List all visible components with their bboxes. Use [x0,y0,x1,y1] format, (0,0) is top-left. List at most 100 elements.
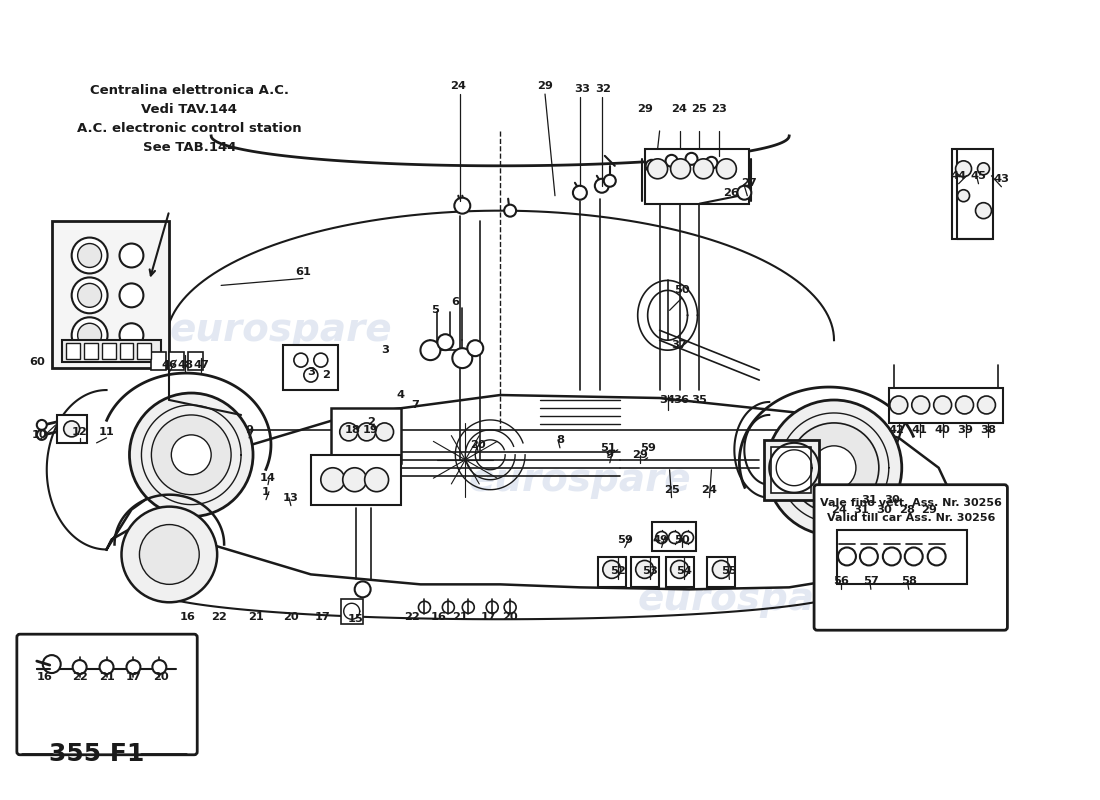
Text: 35: 35 [692,395,707,405]
Text: eurospare: eurospare [469,461,691,498]
Bar [837,530,967,584]
Bar [120,343,133,359]
Text: Centralina elettronica A.C.
Vedi TAV.144
A.C. electronic control station
See TAB: Centralina elettronica A.C. Vedi TAV.144… [77,84,301,154]
Text: 47: 47 [194,360,209,370]
Circle shape [595,178,608,193]
Circle shape [72,318,108,353]
Circle shape [73,660,87,674]
Circle shape [120,243,143,267]
Bar [152,352,166,370]
Circle shape [648,159,668,178]
Bar [66,343,79,359]
Text: 61: 61 [295,267,311,278]
Circle shape [894,565,913,582]
Text: 46: 46 [162,360,177,370]
Circle shape [100,660,113,674]
Text: 48: 48 [177,360,194,370]
Text: 2: 2 [322,370,330,380]
Text: 33: 33 [574,84,590,94]
Text: 39: 39 [958,425,974,435]
Text: 30: 30 [876,505,892,514]
Circle shape [64,421,79,437]
Text: 57: 57 [864,576,879,586]
Text: 22: 22 [72,672,88,682]
Circle shape [646,160,658,172]
Circle shape [603,561,620,578]
Text: 19: 19 [363,425,378,435]
Text: 49: 49 [652,534,669,545]
Circle shape [724,165,736,177]
Circle shape [294,353,308,367]
Text: 60: 60 [29,357,45,367]
Circle shape [666,155,678,167]
Circle shape [905,547,923,566]
Text: 56: 56 [833,576,849,586]
Circle shape [486,602,498,614]
Circle shape [504,602,516,614]
Text: eurospare: eurospare [169,311,393,350]
Text: 16: 16 [36,672,53,682]
Text: 40: 40 [935,425,950,435]
Text: 17: 17 [125,672,141,682]
Text: 31: 31 [861,494,877,505]
Circle shape [573,186,587,200]
Text: 24: 24 [832,505,847,514]
Text: 27: 27 [741,178,757,188]
Text: 12: 12 [72,427,88,437]
Circle shape [812,446,856,490]
Circle shape [130,393,253,517]
Circle shape [36,430,47,440]
Circle shape [364,468,388,492]
Bar [597,558,626,587]
Text: 20: 20 [283,612,299,622]
Text: 52: 52 [609,566,626,577]
Text: 29: 29 [921,505,936,514]
Circle shape [462,602,474,614]
Bar [707,558,736,587]
Text: 10: 10 [32,430,47,440]
Circle shape [685,153,697,165]
Text: 50: 50 [673,534,690,545]
Circle shape [716,159,736,178]
Bar [311,455,400,505]
Text: 6: 6 [451,298,460,307]
Text: 59: 59 [640,443,656,453]
Text: 42: 42 [889,425,904,435]
Circle shape [737,186,751,200]
Circle shape [656,531,668,543]
Circle shape [789,423,879,513]
Circle shape [838,547,856,566]
Circle shape [767,400,902,535]
Circle shape [340,423,358,441]
Bar [651,522,696,551]
Text: 18: 18 [344,425,361,435]
Circle shape [958,190,969,202]
Circle shape [321,468,344,492]
Circle shape [454,198,471,214]
Text: 25: 25 [663,485,680,494]
Bar [57,415,87,443]
Text: 2: 2 [366,417,375,427]
Circle shape [375,423,394,441]
Bar [283,345,338,390]
Text: 5: 5 [431,306,439,315]
Text: 59: 59 [617,534,632,545]
Bar [850,562,878,591]
Text: 22: 22 [211,612,227,622]
Circle shape [43,655,60,673]
Text: 51: 51 [600,443,616,453]
Circle shape [172,435,211,474]
Text: 13: 13 [283,493,299,502]
Circle shape [855,565,873,582]
Bar [169,352,185,370]
Text: 43: 43 [993,174,1010,184]
Circle shape [78,243,101,267]
Circle shape [860,547,878,566]
Circle shape [671,159,691,178]
Circle shape [504,205,516,217]
Text: 34: 34 [660,395,675,405]
Circle shape [120,283,143,307]
Text: 29: 29 [631,450,648,460]
Text: 15: 15 [348,614,364,624]
Text: 23: 23 [712,104,727,114]
